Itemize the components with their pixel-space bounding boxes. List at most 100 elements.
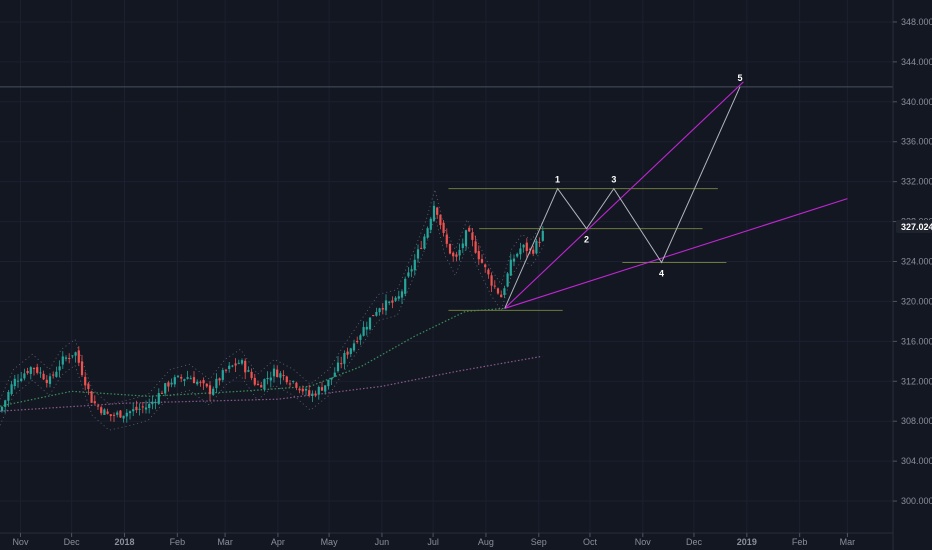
- candle-body: [189, 378, 192, 380]
- y-tick-label: 324.000: [901, 257, 932, 267]
- x-tick-label: 2019: [737, 537, 757, 547]
- candle-body: [442, 222, 445, 233]
- candle-body: [292, 380, 295, 382]
- candle-body: [234, 363, 237, 366]
- candle-body: [247, 370, 250, 372]
- candle-body: [340, 363, 343, 365]
- candle-body: [391, 300, 394, 303]
- candle-body: [109, 414, 112, 417]
- candle-body: [365, 326, 368, 330]
- candle-body: [52, 374, 55, 376]
- candle-body: [349, 348, 352, 354]
- candle-body: [432, 205, 436, 221]
- wave-label-4: 4: [659, 269, 664, 279]
- candles: [0, 201, 544, 423]
- y-tick-label: 312.000: [901, 376, 932, 386]
- candle-body: [333, 372, 336, 377]
- candle-body: [535, 240, 538, 254]
- candle-body: [484, 264, 487, 268]
- candle-body: [394, 297, 397, 301]
- candle-body: [272, 368, 276, 377]
- candle-body: [61, 356, 64, 365]
- candle-body: [199, 381, 202, 383]
- wave-path: [504, 86, 741, 309]
- candle-body: [388, 301, 391, 303]
- candle-body: [208, 385, 212, 395]
- candle-body: [7, 391, 10, 401]
- candle-body: [317, 386, 320, 395]
- candle-body: [372, 315, 375, 317]
- trendlines: [504, 81, 848, 309]
- trendline: [504, 81, 744, 309]
- current-price-badge: 327.024: [896, 220, 932, 233]
- candle-body: [452, 252, 455, 257]
- time-axis[interactable]: Nov Dec 2018 Feb Mar Apr May Jun Jul Aug Sep Oct Nov…: [12, 533, 855, 547]
- x-tick-label: Mar: [840, 537, 856, 547]
- candle-body: [141, 406, 144, 408]
- candle-body: [381, 308, 384, 310]
- candle-body: [202, 380, 205, 384]
- candle-body: [471, 232, 474, 240]
- x-tick-label: Jun: [375, 537, 390, 547]
- candle-body: [487, 269, 490, 275]
- candle-body: [330, 377, 333, 380]
- wave-label-2: 2: [584, 235, 589, 245]
- candle-body: [135, 406, 138, 411]
- candle-body: [269, 377, 272, 381]
- candle-body: [55, 371, 58, 377]
- candle-body: [413, 259, 416, 271]
- candle-body: [196, 381, 199, 385]
- candle-body: [112, 414, 116, 416]
- candle-body: [378, 308, 381, 313]
- x-tick-label: Jul: [427, 537, 439, 547]
- x-tick-label: Apr: [271, 537, 285, 547]
- candle-body: [512, 258, 516, 262]
- candle-body: [301, 388, 304, 392]
- x-tick-label: Nov: [12, 537, 29, 547]
- candle-body: [173, 377, 176, 385]
- candle-body: [400, 291, 404, 298]
- candle-body: [528, 248, 532, 250]
- candle-body: [32, 367, 36, 370]
- candle-body: [192, 377, 196, 384]
- candle-body: [464, 230, 468, 246]
- candle-body: [506, 273, 509, 287]
- candle-body: [26, 370, 29, 374]
- candle-body: [314, 393, 317, 396]
- candle-body: [116, 412, 119, 415]
- candle-body: [119, 410, 122, 418]
- candle-body: [519, 248, 522, 255]
- y-tick-label: 316.000: [901, 336, 932, 346]
- y-tick-label: 340.000: [901, 97, 932, 107]
- candle-body: [288, 383, 292, 385]
- candle-body: [45, 379, 48, 384]
- candle-body: [429, 218, 432, 230]
- candle-body: [496, 288, 500, 294]
- y-tick-label: 348.000: [901, 17, 932, 27]
- candle-body: [253, 377, 256, 385]
- candle-body: [20, 378, 23, 381]
- candle-body: [93, 401, 96, 404]
- candle-body: [0, 406, 4, 411]
- candle-body: [74, 352, 77, 356]
- y-tick-label: 320.000: [901, 296, 932, 306]
- candle-body: [346, 351, 349, 355]
- candle-body: [224, 369, 228, 371]
- candle-body: [132, 409, 135, 412]
- wave-projection: 1 2 3 4 5: [504, 73, 743, 309]
- candle-body: [308, 390, 311, 396]
- current-price-label: 327.024: [901, 222, 932, 232]
- x-tick-label: Oct: [583, 537, 598, 547]
- candle-body: [144, 407, 148, 410]
- candle-body: [538, 241, 541, 243]
- x-tick-label: Aug: [478, 537, 494, 547]
- x-tick-label: Dec: [64, 537, 81, 547]
- candle-body: [106, 411, 109, 414]
- candle-body: [154, 402, 157, 404]
- candle-body: [500, 294, 503, 298]
- candle-body: [279, 373, 282, 378]
- candle-body: [256, 383, 260, 386]
- candle-body: [461, 243, 464, 249]
